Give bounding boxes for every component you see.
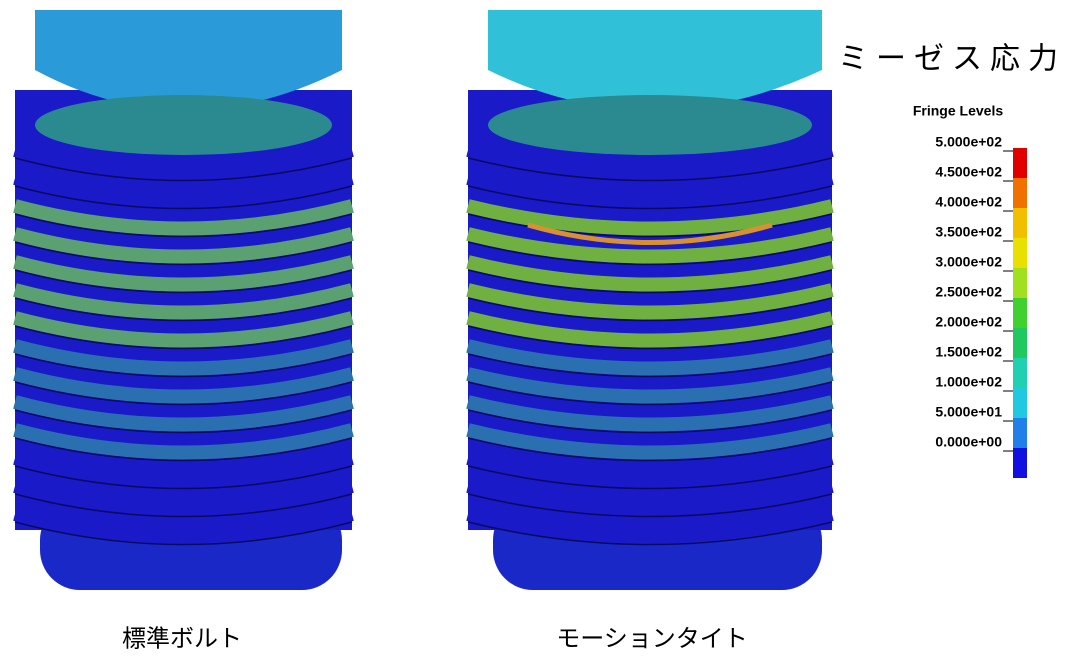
legend-swatch — [1013, 148, 1027, 178]
legend-swatch — [1013, 328, 1027, 358]
legend-level: 0.000e+00 — [935, 434, 1002, 450]
legend-level: 3.000e+02 — [935, 254, 1002, 270]
page: ミーゼス応力 Fringe Levels 5.000e+02 4.500e+02 4… — [0, 0, 1072, 658]
legend-level: 5.000e+02 — [935, 134, 1002, 150]
legend-swatch — [1013, 208, 1027, 238]
bolt-neck — [488, 95, 812, 155]
legend-swatch — [1013, 238, 1027, 268]
legend-level: 2.000e+02 — [935, 314, 1002, 330]
legend-swatch — [1013, 298, 1027, 328]
legend-swatch — [1013, 418, 1027, 448]
legend-swatch — [1013, 448, 1027, 478]
legend-title: Fringe Levels — [913, 103, 1003, 119]
legend-swatch — [1013, 388, 1027, 418]
legend-level: 5.000e+01 — [935, 404, 1002, 420]
title: ミーゼス応力 — [838, 42, 1066, 77]
legend-level: 1.500e+02 — [935, 344, 1002, 360]
legend: 5.000e+02 4.500e+02 4.000e+02 3.500e+02 3.00… — [935, 134, 1027, 478]
caption: モーションタイト — [556, 625, 748, 653]
bolt-neck — [35, 95, 332, 155]
legend-level: 4.000e+02 — [935, 194, 1002, 210]
bolt-images — [15, 10, 832, 590]
legend-level: 4.500e+02 — [935, 164, 1002, 180]
legend-swatch — [1013, 268, 1027, 298]
legend-level: 3.500e+02 — [935, 224, 1002, 240]
caption: 標準ボルト — [122, 625, 242, 653]
legend-swatch — [1013, 358, 1027, 388]
legend-level: 1.000e+02 — [935, 374, 1002, 390]
legend-swatch — [1013, 178, 1027, 208]
legend-level: 2.500e+02 — [935, 284, 1002, 300]
